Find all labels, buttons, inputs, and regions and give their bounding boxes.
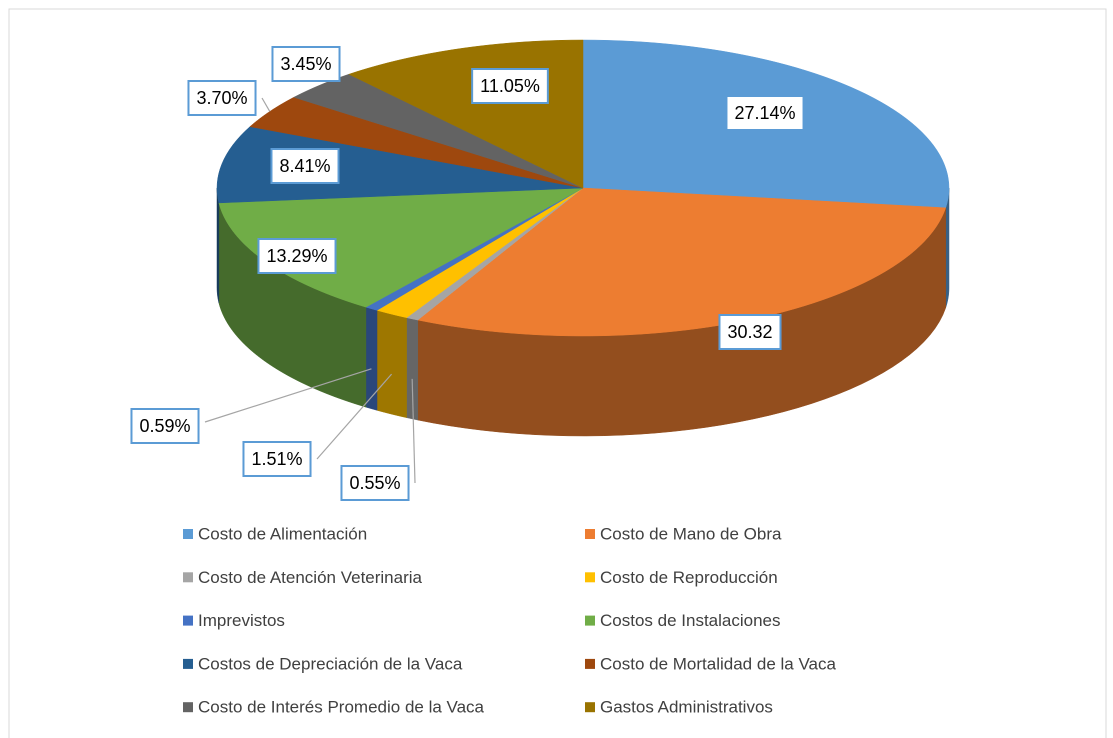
data-label: 8.41% xyxy=(279,156,330,176)
legend-swatch xyxy=(585,572,595,583)
leader-line xyxy=(316,373,393,460)
legend-swatch xyxy=(183,572,193,583)
legend-label: Costo de Atención Veterinaria xyxy=(198,568,423,587)
data-label-box xyxy=(130,408,200,444)
data-label: 0.55% xyxy=(349,473,400,493)
data-label: 0.59% xyxy=(139,416,190,436)
data-label-box xyxy=(718,314,782,350)
data-label: 27.14% xyxy=(734,103,795,123)
legend-swatch xyxy=(183,658,193,669)
data-label-box xyxy=(340,465,410,501)
data-label: 1.51% xyxy=(251,449,302,469)
data-label-box xyxy=(271,46,341,82)
legend-label: Costo de Alimentación xyxy=(198,524,367,543)
legend-label: Costos de Depreciación de la Vaca xyxy=(198,654,463,673)
data-label-box xyxy=(187,80,257,116)
pie-side xyxy=(365,306,378,411)
legend-swatch xyxy=(585,702,595,713)
data-label-box xyxy=(257,238,337,274)
pie-slice xyxy=(249,97,584,189)
data-label: 11.05% xyxy=(480,76,540,96)
legend-label: Costo de Mortalidad de la Vaca xyxy=(600,654,836,673)
legend-label: Imprevistos xyxy=(198,611,285,630)
data-label-box xyxy=(471,68,549,104)
data-label-box xyxy=(725,95,805,131)
legend-label: Costo de Interés Promedio de la Vaca xyxy=(198,698,485,717)
legend-label: Costo de Mano de Obra xyxy=(600,524,782,543)
pie-side xyxy=(216,187,220,303)
data-label: 3.70% xyxy=(196,88,247,108)
legend-swatch xyxy=(183,615,193,626)
data-label: 30.32 xyxy=(727,322,772,342)
leader-line xyxy=(261,97,271,112)
legend-label: Costos de Instalaciones xyxy=(600,611,781,630)
legend-swatch xyxy=(585,658,595,669)
pie-side xyxy=(376,310,407,418)
data-label: 13.29% xyxy=(266,246,327,266)
legend-swatch xyxy=(585,529,595,539)
leader-line xyxy=(204,368,372,423)
data-label: 3.45% xyxy=(280,54,331,74)
chart-frame xyxy=(8,8,1107,738)
data-label-box xyxy=(242,441,312,477)
pie-side xyxy=(406,317,419,421)
legend-label: Costo de Reproducción xyxy=(600,568,778,587)
legend-swatch xyxy=(183,529,193,539)
legend-swatch xyxy=(585,615,595,626)
leader-line xyxy=(411,378,416,484)
legend-label: Gastos Administrativos xyxy=(600,698,773,717)
data-label-box xyxy=(270,148,340,184)
legend-swatch xyxy=(183,702,193,713)
pie-slice xyxy=(293,73,584,189)
